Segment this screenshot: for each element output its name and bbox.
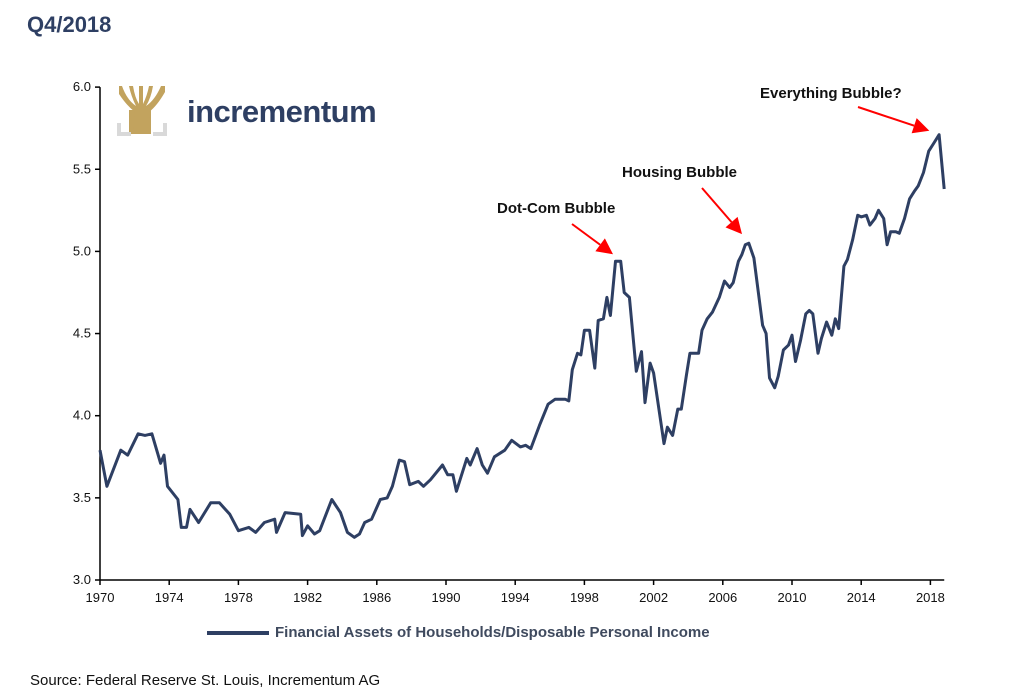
x-tick-label: 1986 xyxy=(362,590,391,605)
x-tick-label: 2002 xyxy=(639,590,668,605)
legend-line-swatch xyxy=(207,630,269,635)
y-tick-label: 5.5 xyxy=(73,161,91,176)
annotation-arrowhead xyxy=(725,216,743,235)
x-tick-label: 1974 xyxy=(155,590,184,605)
x-tick-label: 1982 xyxy=(293,590,322,605)
x-tick-label: 2006 xyxy=(708,590,737,605)
logo-wordmark: incrementum xyxy=(187,94,377,129)
source-note: Source: Federal Reserve St. Louis, Incre… xyxy=(30,672,381,689)
annotation-label: Dot-Com Bubble xyxy=(497,200,615,217)
x-tick-label: 1994 xyxy=(501,590,530,605)
y-tick-label: 4.0 xyxy=(73,408,91,423)
x-tick-label: 1970 xyxy=(86,590,115,605)
x-tick-label: 1990 xyxy=(432,590,461,605)
x-tick-label: 2018 xyxy=(916,590,945,605)
logo-tree-icon xyxy=(117,86,167,136)
annotation-arrow xyxy=(571,223,601,246)
y-tick-label: 3.5 xyxy=(73,490,91,505)
x-tick-label: 1998 xyxy=(570,590,599,605)
legend: Financial Assets of Households/Disposabl… xyxy=(207,624,710,641)
x-tick-label: 2010 xyxy=(778,590,807,605)
annotation-arrow xyxy=(857,106,915,127)
annotation-label: Everything Bubble? xyxy=(760,85,902,102)
annotation-label: Housing Bubble xyxy=(622,164,737,181)
x-tick-label: 1978 xyxy=(224,590,253,605)
y-tick-label: 4.5 xyxy=(73,326,91,341)
y-tick-label: 3.0 xyxy=(73,572,91,587)
y-tick-label: 6.0 xyxy=(73,79,91,94)
x-tick-label: 2014 xyxy=(847,590,876,605)
chart-title: Q4/2018 xyxy=(27,12,112,37)
annotation-arrowhead xyxy=(595,238,613,255)
series-line xyxy=(98,133,946,539)
y-tick-label: 5.0 xyxy=(73,243,91,258)
annotation-arrowhead xyxy=(911,118,930,134)
legend-label: Financial Assets of Households/Disposabl… xyxy=(275,624,710,641)
annotation-arrow xyxy=(701,187,733,223)
